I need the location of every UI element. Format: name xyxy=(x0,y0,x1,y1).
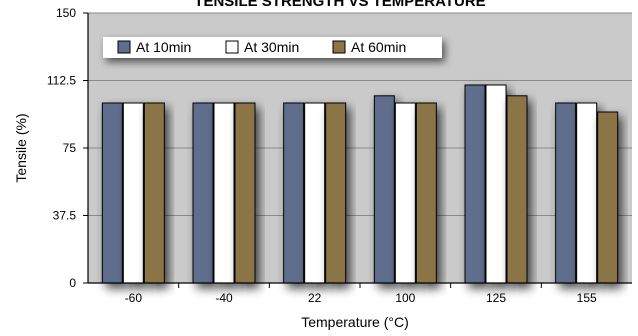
legend-label: At 30min xyxy=(244,39,299,55)
bar-at-10min-22 xyxy=(283,102,305,284)
bar-at-60min-155 xyxy=(597,111,619,284)
tick-labels: 0 37.5 75 112.5 150 -60 -40 22 100 125 155 xyxy=(47,6,597,305)
legend-box xyxy=(103,37,442,58)
legend-label: At 10min xyxy=(136,39,191,55)
bar-at-30min-125 xyxy=(485,84,507,284)
bar-at-30min-100 xyxy=(394,102,416,284)
bar-at-60min-100 xyxy=(415,102,437,284)
bar-at-60min-125 xyxy=(506,95,528,284)
y-tick-label: 37.5 xyxy=(53,209,77,223)
bar-at-30min--40 xyxy=(213,102,235,284)
x-tick-label: 22 xyxy=(308,291,322,305)
y-tick-label: 150 xyxy=(56,6,76,20)
bar-at-10min-155 xyxy=(555,102,577,284)
bar-at-30min-155 xyxy=(576,102,598,284)
legend: At 10min At 30min At 60min xyxy=(103,37,442,58)
bar-at-60min--60 xyxy=(143,102,165,284)
y-tick-label: 75 xyxy=(63,141,77,155)
x-axis-title: Temperature (°C) xyxy=(301,314,409,330)
chart-title: TENSILE STRENGTH VS TEMPERATURE xyxy=(194,0,485,10)
bar-at-30min-22 xyxy=(304,102,326,284)
bar-at-10min-125 xyxy=(464,84,486,284)
x-tick-label: 155 xyxy=(577,291,597,305)
bar-at-60min--40 xyxy=(234,102,256,284)
axes xyxy=(87,13,632,284)
bar-at-60min-22 xyxy=(325,102,347,284)
x-tick-label: 125 xyxy=(486,291,506,305)
x-tick-label: -40 xyxy=(215,291,233,305)
bar-at-10min-100 xyxy=(373,95,395,284)
y-tick-label: 112.5 xyxy=(47,74,76,88)
x-tick-label: -60 xyxy=(125,291,143,305)
legend-label: At 60min xyxy=(351,39,406,55)
y-axis-title: Tensile (%) xyxy=(13,113,29,182)
legend-swatch xyxy=(332,40,346,54)
x-tick-label: 100 xyxy=(395,291,415,305)
bar-at-10min--40 xyxy=(192,102,214,284)
bar-at-30min--60 xyxy=(122,102,144,284)
legend-swatch xyxy=(117,40,131,54)
bar-at-10min--60 xyxy=(101,102,123,284)
y-tick-label: 0 xyxy=(69,276,76,290)
legend-swatch xyxy=(225,40,239,54)
gridlines xyxy=(83,12,632,288)
